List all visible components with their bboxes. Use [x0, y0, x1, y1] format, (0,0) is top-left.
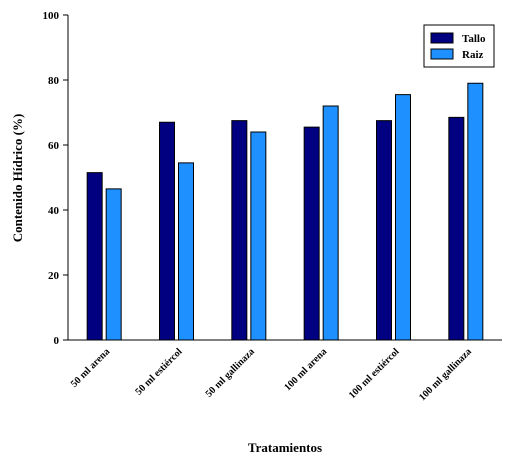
y-axis: 0 20 40 60 80 100: [43, 10, 69, 347]
x-tick-label: 50 ml gallinaza: [204, 346, 257, 399]
legend-box: [423, 24, 495, 68]
y-tick-label: 0: [54, 335, 60, 347]
y-axis-title: Contenido Hídrico (%): [10, 114, 25, 243]
bar-raiz-5: [395, 94, 411, 341]
x-axis-title: Tratamientos: [248, 440, 322, 455]
x-tick-label: 100 ml gallinaza: [417, 346, 474, 403]
x-tick-label: 100 ml arena: [282, 346, 329, 393]
y-tick-label: 60: [48, 140, 60, 152]
bar-tallo-6: [448, 116, 465, 341]
bar-tallo-3: [231, 120, 248, 341]
bar-raiz-6: [467, 82, 484, 341]
bar-raiz-3: [250, 131, 267, 341]
legend-label-raiz: Raiz: [462, 49, 484, 61]
x-axis: 50 ml arena 50 ml estiércol 50 ml gallinaz…: [68, 339, 502, 403]
bars-group: [86, 82, 484, 341]
legend-label-tallo: Tallo: [462, 33, 486, 45]
y-tick-label: 80: [48, 75, 60, 87]
bar-raiz-4: [322, 105, 339, 341]
legend-swatch-tallo: [430, 32, 454, 44]
y-tick-label: 40: [48, 205, 60, 217]
y-tick-label: 100: [43, 10, 60, 22]
bar-tallo-2: [159, 121, 175, 341]
x-tick-label: 100 ml estiércol: [347, 346, 402, 401]
x-tick-label: 50 ml estiércol: [133, 346, 184, 397]
bar-tallo-5: [376, 120, 392, 341]
bar-tallo-1: [86, 172, 103, 341]
y-tick-label: 20: [48, 270, 60, 282]
bar-raiz-1: [105, 188, 122, 341]
legend: Tallo Raiz: [423, 24, 495, 68]
bar-tallo-4: [303, 126, 320, 341]
legend-swatch-raiz: [430, 48, 454, 60]
bar-raiz-2: [178, 162, 194, 341]
x-tick-label: 50 ml arena: [69, 346, 112, 389]
